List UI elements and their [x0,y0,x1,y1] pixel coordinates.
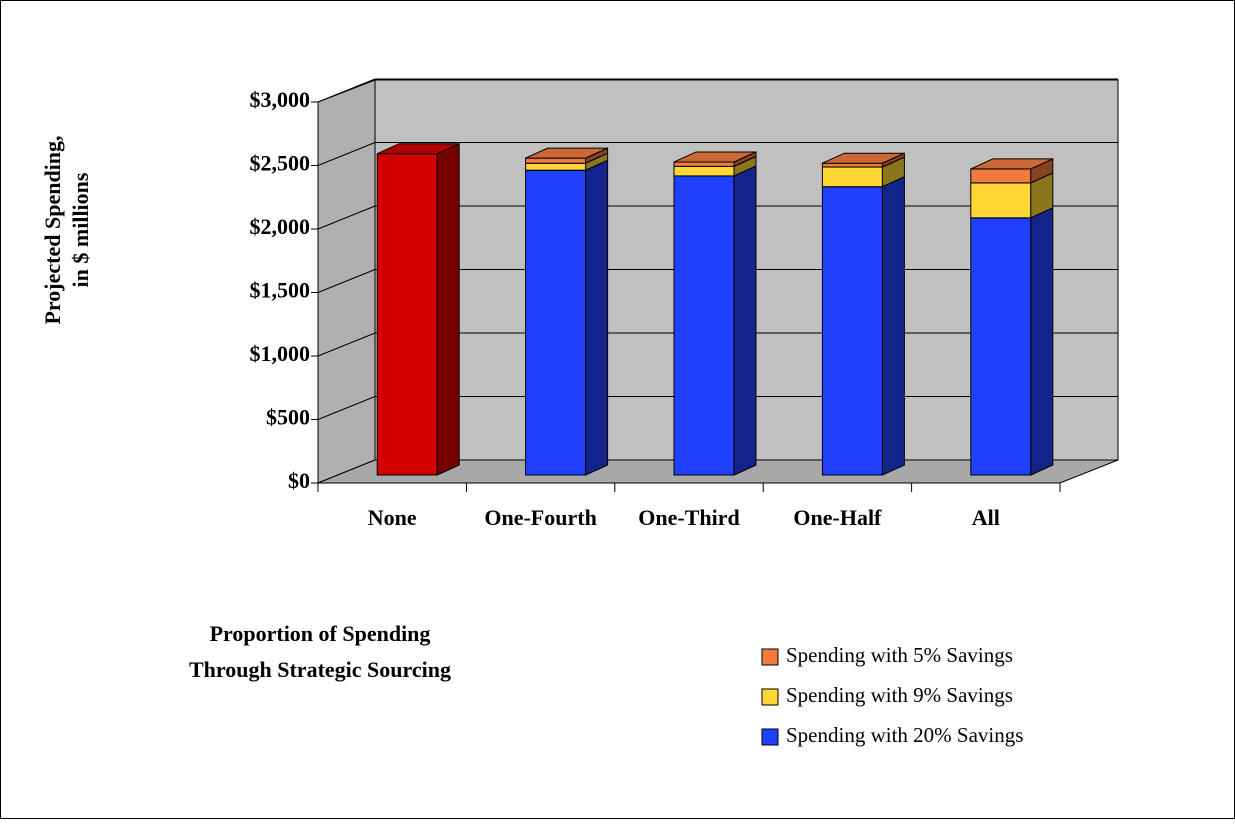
x-axis-title: Through Strategic Sourcing [189,657,451,682]
bar-segment [821,166,883,188]
y-tick-label: $500 [266,405,310,430]
y-axis-title: in $ millions [68,172,93,287]
x-tick-label: One-Third [638,505,739,530]
y-tick-label: $3,000 [250,87,311,112]
x-tick-label: None [368,505,417,530]
legend-label: Spending with 5% Savings [786,643,1013,667]
bar-segment [821,162,883,168]
bar-segment [673,161,735,167]
bar-segment [673,175,735,476]
grid-line [317,269,376,293]
y-axis-title: Projected Spending, [40,135,65,324]
bar-side [733,165,757,476]
grid-line [317,142,376,166]
y-tick-label: $0 [288,468,310,493]
legend-label: Spending with 20% Savings [786,723,1023,747]
legend-swatch [761,688,779,706]
legend-label: Spending with 9% Savings [786,683,1013,707]
bar-segment [673,165,735,177]
bar-top [376,143,460,155]
bar-top [673,151,757,163]
bar-segment [970,168,1032,184]
grid-line [317,396,376,420]
bar-segment [821,186,883,476]
legend-swatch [761,728,779,746]
bar-side [585,159,609,476]
x-tick-label: One-Fourth [484,505,596,530]
bar-segment [525,157,587,164]
x-tick-label: All [972,505,1000,530]
bar-segment [525,169,587,476]
y-tick-label: $2,500 [250,151,311,176]
grid-line [317,332,376,357]
grid-line [317,205,376,230]
bar-segment [376,153,438,476]
y-tick-label: $1,500 [250,278,311,303]
x-tick-label: One-Half [793,505,882,530]
bar-top [525,147,608,159]
bar-segment [970,182,1032,219]
bar-side [881,175,905,476]
bar-segment [525,162,587,171]
y-tick-label: $2,000 [250,214,311,239]
x-axis-title: Proportion of Spending [210,621,431,646]
bar-segment [970,217,1032,476]
grid-line [317,78,376,103]
bar-side [436,142,460,476]
bar-side [1030,207,1054,476]
legend-swatch [761,648,779,666]
y-tick-label: $1,000 [250,341,311,366]
bar-top [970,158,1054,170]
bar-top [822,152,905,164]
